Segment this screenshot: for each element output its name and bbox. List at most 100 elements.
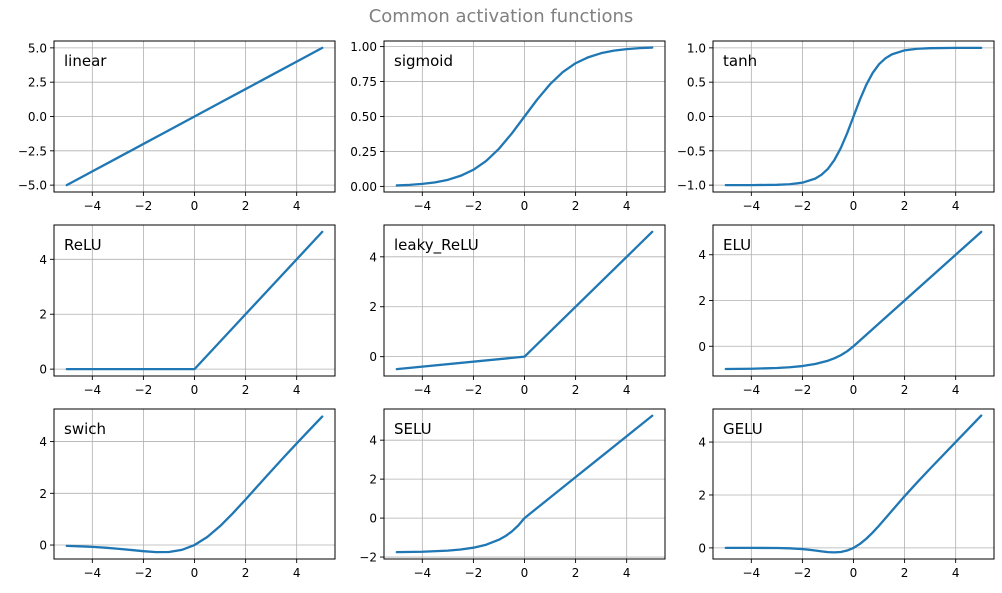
y-tick-label: −5.0 xyxy=(18,179,47,193)
series-line-sigmoid xyxy=(395,46,654,187)
series-line-tanh xyxy=(724,46,983,187)
x-tick-label: −2 xyxy=(135,199,153,213)
y-tick-label: 2 xyxy=(369,300,377,314)
x-tick-label: −4 xyxy=(742,383,760,397)
x-tick-label: 2 xyxy=(242,383,250,397)
y-tick-label: −2.5 xyxy=(18,144,47,158)
y-tick-label: 0.25 xyxy=(350,145,377,159)
subplot-sigmoid: −4 −2 0 2 4 0.00 0.25 0.50 0.75 1.00 sigmoid xyxy=(350,40,666,213)
x-tick-label: −2 xyxy=(794,199,812,213)
y-tick-label: 2.5 xyxy=(28,76,47,90)
subplot-label: swich xyxy=(64,420,106,438)
y-tick-label: −1.0 xyxy=(677,179,706,193)
y-tick-label: 2 xyxy=(39,308,47,322)
y-tick-label: 4 xyxy=(39,435,47,449)
y-tick-label: 2 xyxy=(39,487,47,501)
y-tick-label: 0.0 xyxy=(28,110,47,124)
y-tick-label: 5.0 xyxy=(28,41,47,55)
y-tick-label: 1.0 xyxy=(687,41,706,55)
subplot-leaky_ReLU: −4 −2 0 2 4 0 2 4 leaky_ReLU xyxy=(369,224,666,397)
x-tick-label: 0 xyxy=(850,199,858,213)
y-tick-label: 4 xyxy=(369,434,377,448)
y-tick-label: 4 xyxy=(698,248,706,262)
x-tick-label: 4 xyxy=(293,383,301,397)
x-tick-label: 4 xyxy=(623,383,631,397)
x-tick-label: −4 xyxy=(83,199,101,213)
x-tick-label: −4 xyxy=(413,199,431,213)
subplot-swich: −4 −2 0 2 4 0 2 4 swich xyxy=(39,408,336,580)
x-tick-label: 4 xyxy=(293,199,301,213)
y-tick-label: 0 xyxy=(369,350,377,364)
x-tick-label: −4 xyxy=(413,566,431,580)
x-tick-label: 0 xyxy=(850,383,858,397)
subplot-label: SELU xyxy=(394,420,432,438)
x-tick-label: 2 xyxy=(572,383,580,397)
x-tick-label: 4 xyxy=(623,566,631,580)
subplot-tanh: −4 −2 0 2 4 −1.0 −0.5 0.0 0.5 1.0 tanh xyxy=(677,40,995,213)
figure-title: Common activation functions xyxy=(368,6,634,27)
x-tick-label: −2 xyxy=(135,566,153,580)
y-tick-label: 4 xyxy=(39,253,47,267)
series-line-ELU xyxy=(724,230,983,371)
x-tick-label: 0 xyxy=(850,566,858,580)
x-tick-label: 0 xyxy=(191,383,199,397)
y-tick-label: 0 xyxy=(39,363,47,377)
y-tick-label: −0.5 xyxy=(677,144,706,158)
y-tick-label: 0.50 xyxy=(350,110,377,124)
x-tick-label: 0 xyxy=(521,383,529,397)
subplot-GELU: −4 −2 0 2 4 0 2 4 GELU xyxy=(698,408,995,580)
series-line-SELU xyxy=(395,414,654,554)
y-tick-label: 0 xyxy=(369,512,377,526)
subplot-label: tanh xyxy=(723,52,757,70)
y-tick-label: 0.75 xyxy=(350,75,377,89)
x-tick-label: −2 xyxy=(465,199,483,213)
subplot-label: ELU xyxy=(723,236,751,254)
x-tick-label: −4 xyxy=(83,383,101,397)
x-tick-label: 2 xyxy=(901,383,909,397)
x-tick-label: −4 xyxy=(742,199,760,213)
y-tick-label: 2 xyxy=(698,294,706,308)
x-tick-label: −2 xyxy=(794,566,812,580)
x-tick-label: 2 xyxy=(901,566,909,580)
subplot-label: leaky_ReLU xyxy=(394,236,479,255)
subplot-label: sigmoid xyxy=(394,52,453,70)
x-tick-label: 4 xyxy=(293,566,301,580)
x-tick-label: 2 xyxy=(242,199,250,213)
y-tick-label: 2 xyxy=(698,488,706,502)
x-tick-label: 0 xyxy=(521,199,529,213)
x-tick-label: −4 xyxy=(413,383,431,397)
y-tick-label: 4 xyxy=(369,250,377,264)
subplot-label: linear xyxy=(64,52,107,70)
series-line-leaky_ReLU xyxy=(395,230,654,371)
series-line-swich xyxy=(65,415,324,554)
y-tick-label: 0.00 xyxy=(350,180,377,194)
y-tick-label: 2 xyxy=(369,473,377,487)
y-tick-label: 1.00 xyxy=(350,40,377,54)
series-line-GELU xyxy=(724,414,983,554)
x-tick-label: 2 xyxy=(572,566,580,580)
x-tick-label: −4 xyxy=(742,566,760,580)
x-tick-label: 2 xyxy=(901,199,909,213)
x-tick-label: −2 xyxy=(465,383,483,397)
x-tick-label: 4 xyxy=(952,383,960,397)
x-tick-label: 0 xyxy=(191,199,199,213)
y-tick-label: −2 xyxy=(359,551,377,565)
series-line-linear xyxy=(65,46,324,187)
series-line-ReLU xyxy=(65,230,324,371)
x-tick-label: −2 xyxy=(794,383,812,397)
x-tick-label: 2 xyxy=(572,199,580,213)
x-tick-label: −2 xyxy=(135,383,153,397)
x-tick-label: −4 xyxy=(83,566,101,580)
subplot-label: ReLU xyxy=(64,236,102,254)
y-tick-label: 0.0 xyxy=(687,110,706,124)
subplot-SELU: −4 −2 0 2 4 −2 0 2 4 SELU xyxy=(359,408,666,580)
x-tick-label: 0 xyxy=(521,566,529,580)
y-tick-label: 0 xyxy=(39,539,47,553)
x-tick-label: 4 xyxy=(952,566,960,580)
y-tick-label: 4 xyxy=(698,436,706,450)
x-tick-label: 4 xyxy=(623,199,631,213)
y-tick-label: 0 xyxy=(698,541,706,555)
x-tick-label: 0 xyxy=(191,566,199,580)
y-tick-label: 0 xyxy=(698,340,706,354)
